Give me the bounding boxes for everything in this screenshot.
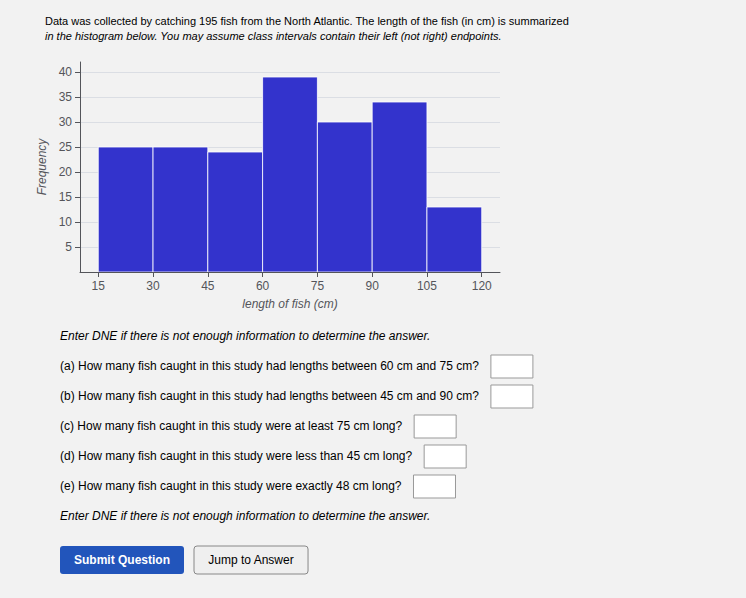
svg-text:(c) How many fish caught in th: (c) How many fish caught in this study w…: [60, 419, 402, 433]
svg-text:Data was collected by catching: Data was collected by catching 195 fish …: [45, 15, 569, 27]
svg-text:(b) How many fish caught in th: (b) How many fish caught in this study h…: [60, 389, 479, 403]
svg-text:in the histogram below. You ma: in the histogram below. You may assume c…: [45, 30, 502, 42]
svg-text:120: 120: [472, 279, 492, 293]
svg-text:40: 40: [59, 65, 73, 79]
svg-text:5: 5: [65, 240, 72, 254]
svg-text:(e) How many fish caught in th: (e) How many fish caught in this study w…: [60, 479, 402, 493]
svg-text:length of fish (cm): length of fish (cm): [242, 297, 337, 311]
svg-text:Enter DNE if there is not enou: Enter DNE if there is not enough informa…: [60, 509, 430, 523]
svg-text:30: 30: [146, 279, 160, 293]
svg-text:75: 75: [311, 279, 325, 293]
svg-text:Jump to Answer: Jump to Answer: [208, 553, 293, 567]
svg-text:45: 45: [201, 279, 215, 293]
svg-text:Submit Question: Submit Question: [74, 553, 170, 567]
svg-text:20: 20: [59, 165, 73, 179]
svg-text:10: 10: [59, 215, 73, 229]
svg-text:15: 15: [92, 279, 106, 293]
svg-text:Frequency: Frequency: [35, 138, 49, 196]
svg-text:Enter DNE if there is not enou: Enter DNE if there is not enough informa…: [60, 329, 430, 343]
svg-text:35: 35: [59, 90, 73, 104]
svg-text:60: 60: [256, 279, 270, 293]
svg-text:90: 90: [365, 279, 379, 293]
svg-text:(a) How many fish caught in th: (a) How many fish caught in this study h…: [60, 359, 479, 373]
svg-text:30: 30: [59, 115, 73, 129]
svg-text:15: 15: [59, 190, 73, 204]
svg-text:25: 25: [59, 140, 73, 154]
svg-text:105: 105: [417, 279, 437, 293]
svg-text:(d) How many fish caught in th: (d) How many fish caught in this study w…: [60, 449, 412, 463]
